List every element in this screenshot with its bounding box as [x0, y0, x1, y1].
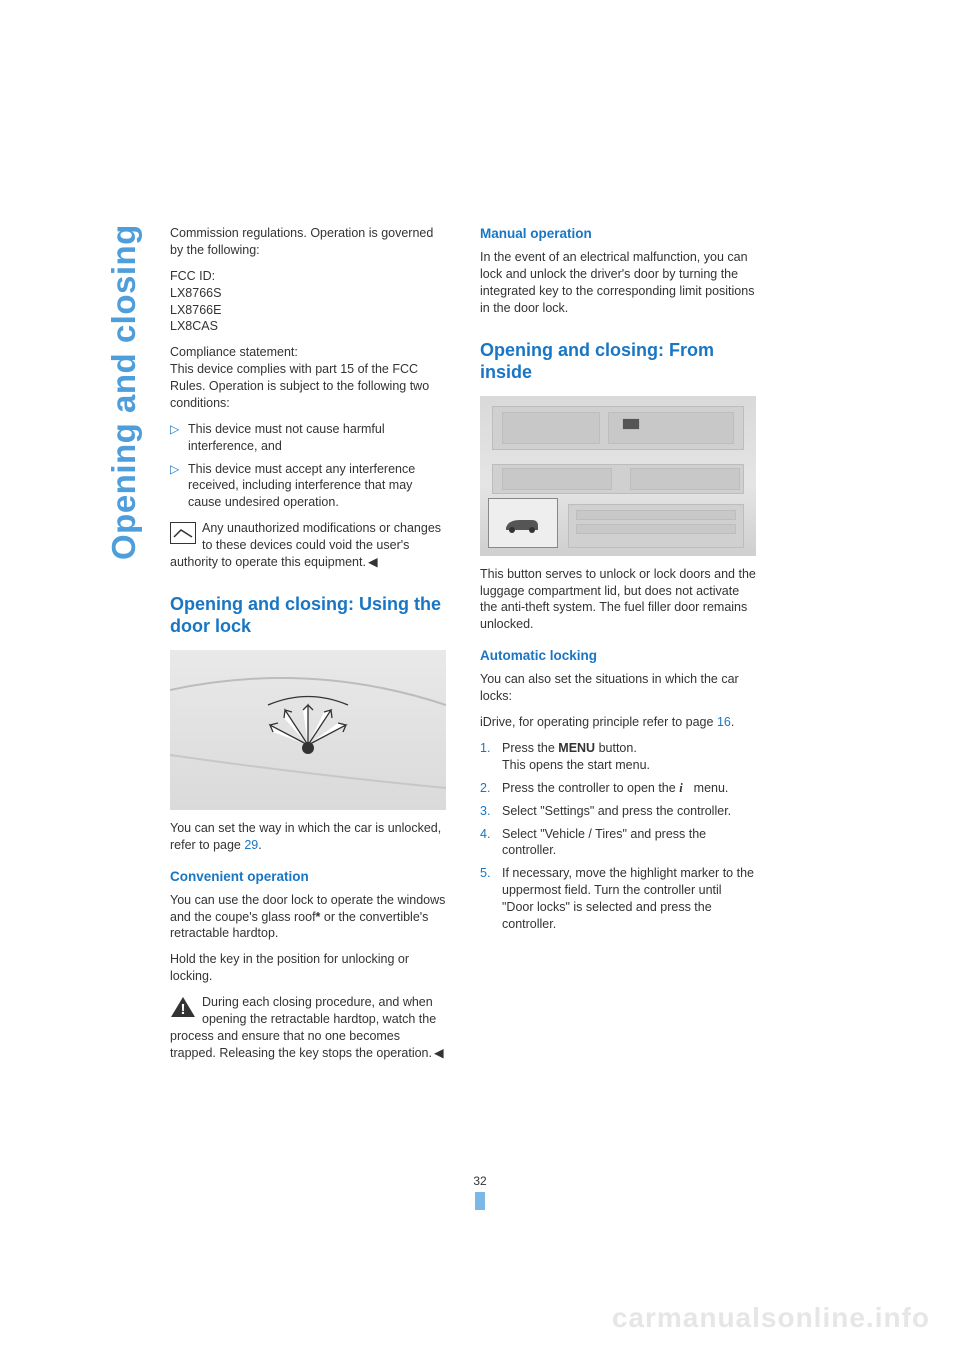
door-lock-figure [170, 650, 446, 810]
left-column: Commission regulations. Operation is gov… [170, 225, 446, 1071]
page-ref-link[interactable]: 29 [244, 838, 258, 852]
warning-text: During each closing procedure, and when … [170, 995, 436, 1060]
section-heading-door-lock: Opening and closing: Using the door lock [170, 593, 446, 638]
step-number: 1. [480, 740, 502, 774]
page-body: Commission regulations. Operation is gov… [0, 0, 960, 1071]
triangle-bullet-icon: ▷ [170, 461, 188, 512]
step-text: Select "Settings" and press the controll… [502, 803, 756, 820]
idrive-ref: iDrive, for operating principle refer to… [480, 714, 756, 731]
step-number: 4. [480, 826, 502, 860]
page-number-value: 32 [473, 1174, 486, 1188]
step-text: Press the controller to open the i menu. [502, 780, 756, 797]
convenient-body: You can use the door lock to operate the… [170, 892, 446, 943]
info-i-icon: i [679, 780, 690, 791]
text: iDrive, for operating principle refer to… [480, 715, 717, 729]
compliance-block: Compliance statement: This device compli… [170, 344, 446, 412]
step-text: If necessary, move the highlight marker … [502, 865, 756, 933]
text: This opens the start menu. [502, 758, 650, 772]
steps-list: 1. Press the MENU button. This opens the… [480, 740, 756, 933]
convenient-hold: Hold the key in the position for unlocki… [170, 951, 446, 985]
compliance-body: This device complies with part 15 of the… [170, 362, 429, 410]
warning-triangle-icon: ! [170, 996, 196, 1018]
svg-text:!: ! [181, 1001, 186, 1018]
step-text: Select "Vehicle / Tires" and press the c… [502, 826, 756, 860]
subheading-automatic: Automatic locking [480, 647, 756, 665]
section-heading-from-inside: Opening and closing: From inside [480, 339, 756, 384]
watermark: carmanualsonline.info [612, 1302, 930, 1334]
intro-text: Commission regulations. Operation is gov… [170, 225, 446, 259]
list-item: This device must accept any interference… [188, 461, 446, 512]
menu-button-label: MENU [558, 741, 595, 755]
text: button. [595, 741, 637, 755]
after-figure-text: You can set the way in which the car is … [170, 820, 446, 854]
subheading-convenient: Convenient operation [170, 868, 446, 886]
step-number: 5. [480, 865, 502, 933]
fcc-id-block: FCC ID: LX8766S LX8766E LX8CAS [170, 268, 446, 336]
after-dash-figure-text: This button serves to unlock or lock doo… [480, 566, 756, 634]
page-ref-link[interactable]: 16 [717, 715, 731, 729]
end-triangle-icon: ◀ [434, 1045, 444, 1062]
list-item: This device must not cause harmful inter… [188, 421, 446, 455]
auto-intro: You can also set the situations in which… [480, 671, 756, 705]
warning-note: ! During each closing procedure, and whe… [170, 994, 446, 1062]
step-text: Press the MENU button. This opens the st… [502, 740, 756, 774]
note-icon [170, 522, 196, 544]
fcc-conditions-list: ▷ This device must not cause harmful int… [170, 421, 446, 511]
subheading-manual: Manual operation [480, 225, 756, 243]
right-column: Manual operation In the event of an elec… [480, 225, 756, 1071]
dashboard-figure [480, 396, 756, 556]
text: . [258, 838, 261, 852]
fcc-line: LX8766E [170, 303, 221, 317]
text: You can set the way in which the car is … [170, 821, 441, 852]
fcc-line: FCC ID: [170, 269, 215, 283]
info-note: Any unauthorized modifications or change… [170, 520, 446, 571]
compliance-heading: Compliance statement: [170, 345, 298, 359]
car-lock-icon [502, 512, 542, 536]
step-number: 2. [480, 780, 502, 797]
page-number-bar-icon [475, 1192, 485, 1210]
fcc-line: LX8766S [170, 286, 221, 300]
fcc-line: LX8CAS [170, 319, 218, 333]
step-number: 3. [480, 803, 502, 820]
footnote-asterisk-icon: * [316, 910, 321, 924]
page-number: 32 [0, 1174, 960, 1210]
triangle-bullet-icon: ▷ [170, 421, 188, 455]
manual-body: In the event of an electrical malfunctio… [480, 249, 756, 317]
text: . [731, 715, 734, 729]
text: Press the [502, 741, 558, 755]
note-text: Any unauthorized modifications or change… [170, 521, 441, 569]
end-triangle-icon: ◀ [368, 554, 378, 571]
